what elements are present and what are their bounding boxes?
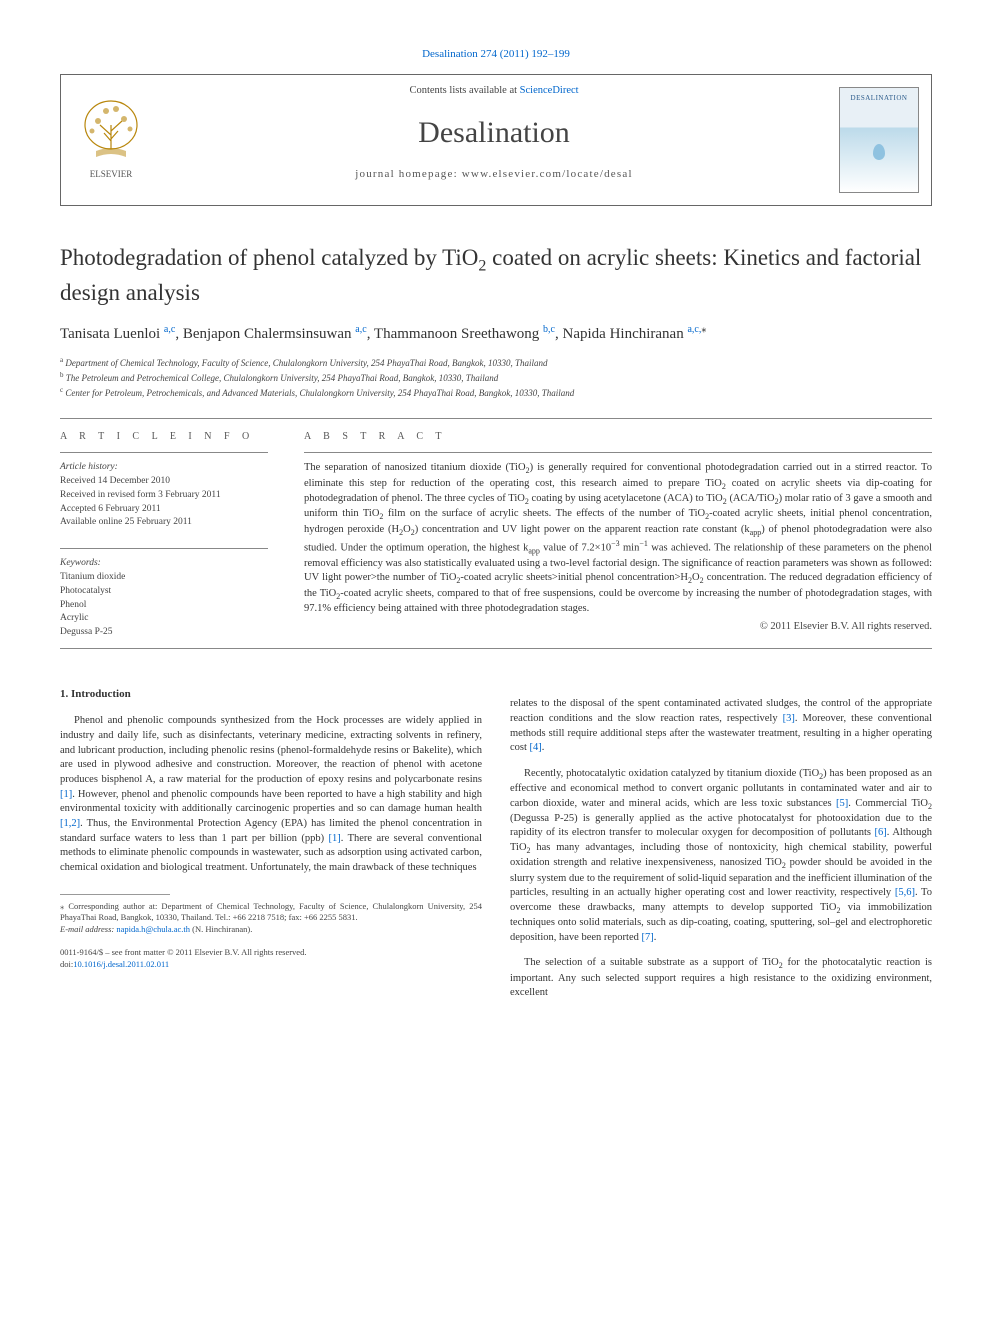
article-info-column: A R T I C L E I N F O Article history: R…	[60, 431, 268, 639]
cover-image: DESALINATION	[839, 87, 919, 193]
meta-row: A R T I C L E I N F O Article history: R…	[60, 431, 932, 639]
author-1-aff[interactable]: a,c	[164, 324, 175, 335]
cite-5[interactable]: [5]	[836, 798, 848, 809]
corresponding-footnote: ⁎ Corresponding author at: Department of…	[60, 901, 482, 935]
cover-title: DESALINATION	[840, 94, 918, 102]
intro-para-1: Phenol and phenolic compounds synthesize…	[60, 714, 482, 876]
issn-line: 0011-9164/$ – see front matter © 2011 El…	[60, 947, 482, 958]
page-container: Desalination 274 (2011) 192–199 ELSEVIER…	[0, 0, 992, 1041]
keywords-label: Keywords:	[60, 557, 268, 571]
journal-homepage: journal homepage: www.elsevier.com/locat…	[355, 168, 632, 180]
author-4-aff[interactable]: a,c,	[687, 324, 701, 335]
author-2-aff[interactable]: a,c	[355, 324, 366, 335]
footnote-rule	[60, 894, 170, 895]
abstract-column: A B S T R A C T The separation of nanosi…	[304, 431, 932, 639]
footnote-text: Corresponding author at: Department of C…	[60, 901, 482, 922]
author-3: , Thammanoon Sreethawong	[367, 326, 543, 342]
article-history: Article history: Received 14 December 20…	[60, 461, 268, 530]
divider-top	[60, 418, 932, 419]
left-column: 1. Introduction Phenol and phenolic comp…	[60, 687, 482, 1001]
running-head: Desalination 274 (2011) 192–199	[60, 48, 932, 60]
abstract-text: The separation of nanosized titanium dio…	[304, 461, 932, 616]
keyword-1: Titanium dioxide	[60, 571, 268, 585]
email-link[interactable]: napida.h@chula.ac.th	[116, 924, 190, 934]
author-3-aff[interactable]: b,c	[543, 324, 555, 335]
cite-1b[interactable]: [1]	[329, 833, 341, 844]
right-column: relates to the disposal of the spent con…	[510, 687, 932, 1001]
right-para-2: Recently, photocatalytic oxidation catal…	[510, 767, 932, 946]
aff-c: c Center for Petroleum, Petrochemicals, …	[60, 385, 932, 400]
svg-text:ELSEVIER: ELSEVIER	[90, 169, 133, 179]
cite-3[interactable]: [3]	[783, 713, 795, 724]
divider-abs	[304, 452, 932, 453]
article-title: Photodegradation of phenol catalyzed by …	[60, 242, 932, 308]
keywords: Keywords: Titanium dioxide Photocatalyst…	[60, 557, 268, 640]
cite-7[interactable]: [7]	[642, 932, 654, 943]
intro-heading: 1. Introduction	[60, 687, 482, 702]
corresponding-star: ⁎	[701, 324, 706, 335]
history-revised: Received in revised form 3 February 2011	[60, 489, 268, 503]
cite-5-6[interactable]: [5,6]	[895, 887, 915, 898]
keyword-2: Photocatalyst	[60, 585, 268, 599]
contents-prefix: Contents lists available at	[409, 85, 519, 96]
history-label: Article history:	[60, 461, 268, 475]
doi-line: doi:10.1016/j.desal.2011.02.011	[60, 959, 482, 970]
title-part1: Photodegradation of phenol catalyzed by …	[60, 245, 478, 270]
divider-bottom	[60, 648, 932, 649]
body-columns: 1. Introduction Phenol and phenolic comp…	[60, 687, 932, 1001]
email-label: E-mail address:	[60, 924, 116, 934]
cite-6[interactable]: [6]	[875, 827, 887, 838]
affiliations: a Department of Chemical Technology, Fac…	[60, 355, 932, 400]
right-para-1: relates to the disposal of the spent con…	[510, 697, 932, 756]
aff-b: b The Petroleum and Petrochemical Colleg…	[60, 370, 932, 385]
keyword-5: Degussa P-25	[60, 626, 268, 640]
aff-c-text: Center for Petroleum, Petrochemicals, an…	[63, 388, 574, 398]
email-tail: (N. Hinchiranan).	[190, 924, 252, 934]
aff-a-text: Department of Chemical Technology, Facul…	[63, 358, 547, 368]
history-accepted: Accepted 6 February 2011	[60, 503, 268, 517]
author-list: Tanisata Luenloi a,c, Benjapon Chalermsi…	[60, 324, 932, 343]
journal-header: ELSEVIER Contents lists available at Sci…	[60, 74, 932, 206]
abstract-label: A B S T R A C T	[304, 431, 932, 442]
doi-link[interactable]: 10.1016/j.desal.2011.02.011	[73, 959, 169, 969]
author-2: , Benjapon Chalermsinsuwan	[175, 326, 355, 342]
elsevier-logo: ELSEVIER	[61, 75, 161, 205]
sciencedirect-link[interactable]: ScienceDirect	[520, 85, 579, 96]
copyright-line: © 2011 Elsevier B.V. All rights reserved…	[304, 621, 932, 632]
history-online: Available online 25 February 2011	[60, 516, 268, 530]
water-drop-icon	[873, 144, 885, 160]
aff-b-text: The Petroleum and Petrochemical College,…	[64, 373, 499, 383]
right-para-3: The selection of a suitable substrate as…	[510, 956, 932, 1001]
history-received: Received 14 December 2010	[60, 475, 268, 489]
article-info-label: A R T I C L E I N F O	[60, 431, 268, 442]
cite-1-2[interactable]: [1,2]	[60, 818, 80, 829]
aff-a: a Department of Chemical Technology, Fac…	[60, 355, 932, 370]
keyword-3: Phenol	[60, 599, 268, 613]
author-4: , Napida Hinchiranan	[555, 326, 687, 342]
header-center: Contents lists available at ScienceDirec…	[161, 75, 827, 205]
journal-name: Desalination	[418, 116, 570, 150]
cite-1[interactable]: [1]	[60, 789, 72, 800]
elsevier-tree-icon: ELSEVIER	[76, 95, 146, 185]
divider-kw	[60, 548, 268, 549]
keyword-4: Acrylic	[60, 612, 268, 626]
cite-4[interactable]: [4]	[530, 742, 542, 753]
divider-info	[60, 452, 268, 453]
contents-lists-line: Contents lists available at ScienceDirec…	[409, 85, 578, 96]
journal-cover-thumb: DESALINATION	[827, 75, 931, 205]
footnote-email-line: E-mail address: napida.h@chula.ac.th (N.…	[60, 924, 482, 935]
author-1: Tanisata Luenloi	[60, 326, 164, 342]
doi-block: 0011-9164/$ – see front matter © 2011 El…	[60, 947, 482, 970]
